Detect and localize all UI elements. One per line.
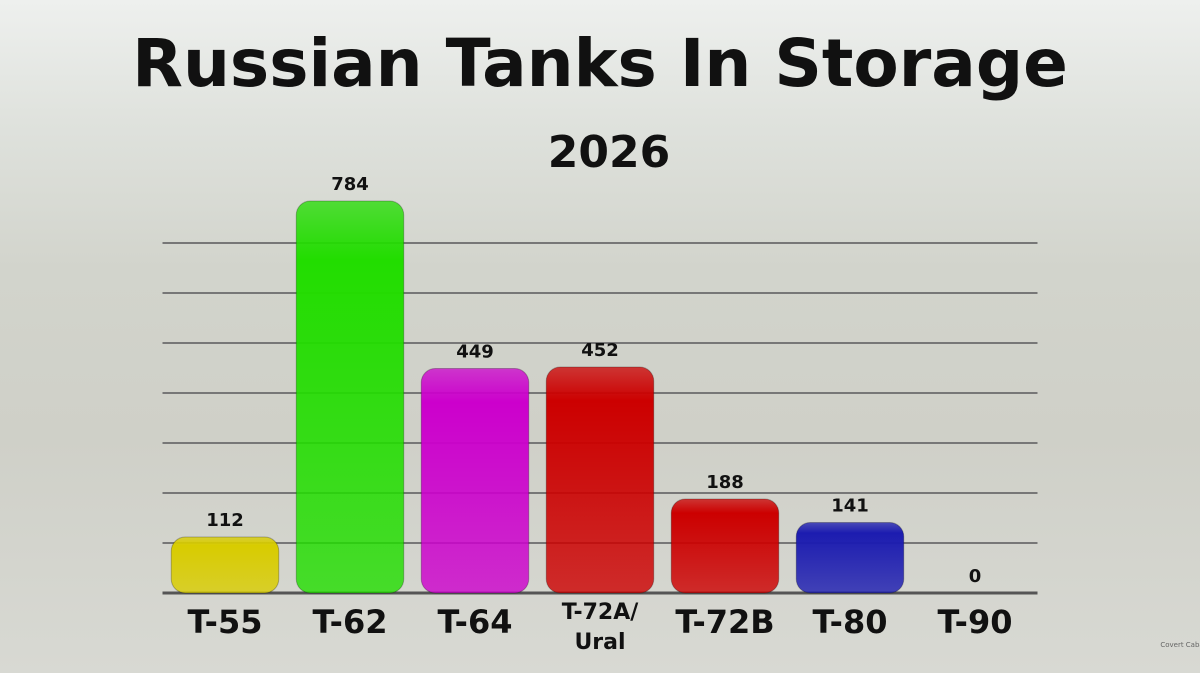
bar: [170, 536, 280, 594]
watermark: Covert Cabal: [1160, 641, 1200, 649]
chart-title: Russian Tanks In Storage: [132, 25, 1068, 102]
value-label: 452: [581, 340, 619, 361]
bar: [420, 368, 530, 594]
x-tick-label: T-64: [437, 603, 513, 641]
x-tick-label: T-90: [937, 603, 1013, 641]
chart-subtitle: 2026: [548, 127, 670, 178]
x-tick-label: T-62: [312, 603, 388, 641]
value-label: 449: [456, 342, 494, 363]
x-tick-label: T-72A/ Ural: [561, 600, 639, 655]
bar: [295, 200, 405, 594]
value-label: 141: [831, 496, 869, 517]
value-label: 0: [969, 566, 982, 587]
bar: [795, 522, 905, 594]
x-tick-label: T-55: [187, 603, 263, 641]
value-label: 112: [206, 510, 244, 531]
x-tick-label: T-80: [812, 603, 888, 641]
x-tick-label: T-72B: [675, 603, 775, 641]
value-label: 188: [706, 472, 744, 493]
bar: [670, 498, 780, 594]
bar: [545, 366, 655, 594]
value-label: 784: [331, 174, 369, 195]
